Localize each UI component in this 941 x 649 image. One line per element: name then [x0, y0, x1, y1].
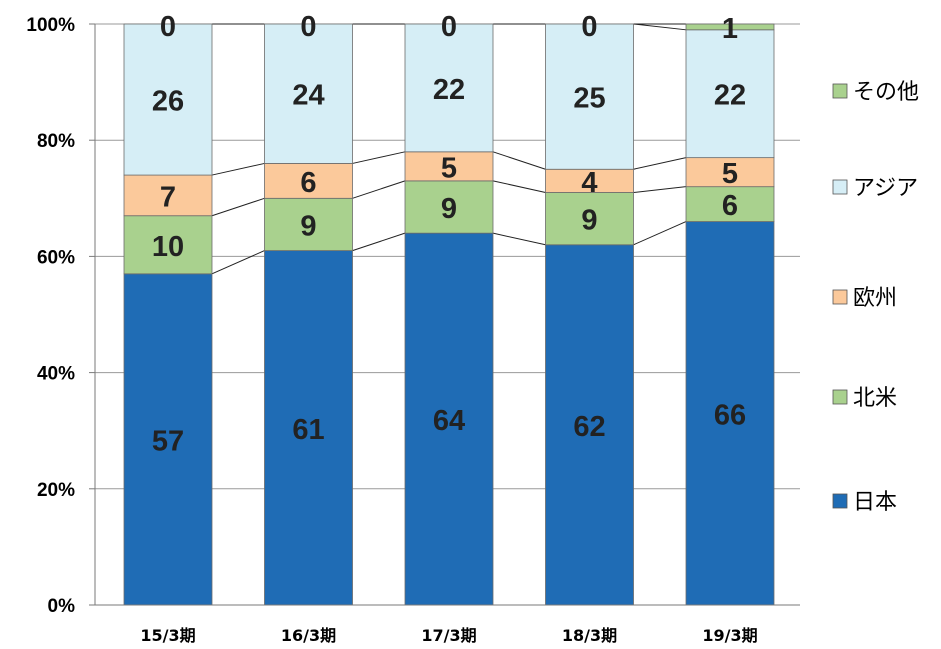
data-label: 0	[300, 11, 316, 43]
y-tick-label: 80%	[37, 131, 75, 152]
legend-label: アジア	[853, 176, 918, 201]
series-line	[211, 162, 265, 176]
data-label: 5	[722, 158, 738, 190]
data-label: 61	[292, 414, 324, 446]
data-label: 66	[714, 399, 746, 431]
legend-swatch	[832, 493, 848, 509]
legend-label: 北米	[853, 386, 897, 411]
series-line	[492, 180, 546, 193]
series-line	[633, 186, 687, 193]
legend-swatch	[832, 179, 848, 195]
axes: 0%20%40%60%80%100%15/3期 16/3期 17/3期 18/3期 19…	[26, 15, 800, 645]
legend-swatch	[832, 289, 848, 305]
legend-swatch	[832, 83, 848, 99]
y-tick-label: 100%	[26, 15, 75, 36]
data-label: 4	[581, 167, 597, 199]
bar-segment	[545, 244, 634, 606]
bar-segment	[404, 232, 494, 606]
bar-segment	[264, 163, 353, 199]
x-tick-label: 16/3期	[281, 626, 336, 645]
series-line	[633, 221, 687, 246]
bar-segment	[685, 186, 775, 222]
data-label: 9	[581, 205, 597, 237]
data-label: 62	[573, 411, 605, 443]
x-tick-label: 19/3期	[702, 626, 757, 645]
bar-segment	[685, 157, 775, 188]
bar-segment	[685, 221, 775, 606]
data-label: 7	[160, 181, 176, 213]
bar-segment	[404, 180, 494, 234]
bar-segment	[545, 23, 634, 170]
bar-segment	[264, 250, 353, 606]
data-label: 0	[581, 11, 597, 43]
bar-segment	[685, 23, 775, 31]
y-tick-label: 20%	[37, 480, 75, 501]
bar-segment	[404, 23, 494, 153]
bar-segment	[545, 192, 634, 246]
data-label: 22	[714, 80, 746, 112]
data-label: 5	[441, 152, 457, 184]
data-label: 24	[292, 80, 324, 112]
data-label: 64	[433, 405, 465, 437]
series-line	[352, 151, 406, 164]
legend-label: 欧州	[853, 286, 897, 311]
bar-segment	[123, 23, 213, 176]
data-label: 22	[433, 74, 465, 106]
legend-label: 日本	[853, 490, 897, 515]
series-connector-lines	[211, 23, 687, 275]
series-line	[492, 232, 546, 246]
data-label: 25	[573, 83, 605, 115]
data-label: 0	[441, 11, 457, 43]
series-line	[211, 197, 265, 217]
y-tick-label: 60%	[37, 247, 75, 268]
series-line	[633, 23, 687, 31]
data-label: 6	[722, 190, 738, 222]
data-label: 0	[160, 11, 176, 43]
data-label: 10	[152, 231, 184, 263]
bar-segments	[123, 23, 775, 606]
series-line	[633, 157, 687, 170]
x-tick-label: 15/3期	[140, 626, 195, 645]
series-line	[492, 151, 546, 170]
data-label: 6	[300, 167, 316, 199]
legend-swatch	[832, 389, 848, 405]
data-label: 9	[441, 193, 457, 225]
series-line	[352, 180, 406, 199]
data-label: 1	[722, 13, 738, 45]
bar-segment	[264, 23, 353, 164]
y-tick-label: 0%	[48, 596, 76, 617]
legend-label: その他	[853, 80, 919, 105]
series-line	[211, 250, 265, 275]
bar-segment	[123, 174, 213, 217]
bar-segment	[123, 215, 213, 275]
bar-segment	[685, 29, 775, 159]
data-label: 57	[152, 425, 184, 457]
y-tick-label: 40%	[37, 364, 75, 385]
x-tick-label: 17/3期	[421, 626, 476, 645]
bar-segment	[404, 151, 494, 182]
x-tick-label: 18/3期	[562, 626, 617, 645]
data-label: 9	[300, 210, 316, 242]
series-line	[352, 232, 406, 252]
data-label: 26	[152, 86, 184, 118]
